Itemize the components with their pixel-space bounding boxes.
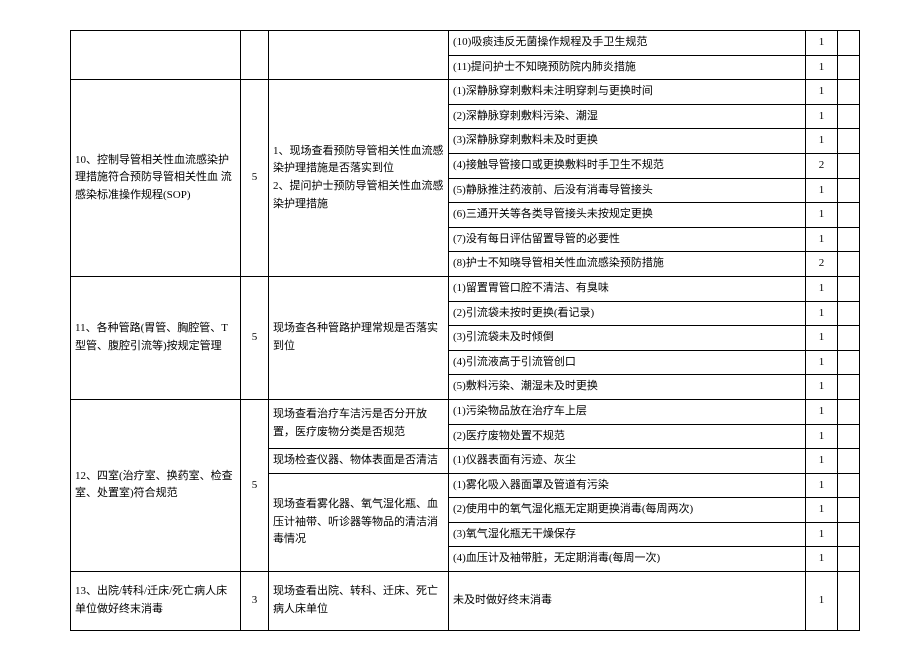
detail-cell: (2)使用中的氧气湿化瓶无定期更换消毒(每周两次) — [449, 498, 806, 523]
detail-cell: (5)静脉推注药液前、后没有消毒导管接头 — [449, 178, 806, 203]
blank-cell — [838, 55, 860, 80]
pts-cell: 1 — [806, 572, 838, 631]
method-cell: 现场查看出院、转科、迁床、死亡病人床单位 — [269, 572, 449, 631]
detail-cell: (4)接触导管接口或更换敷料时手卫生不规范 — [449, 153, 806, 178]
blank-cell — [838, 203, 860, 228]
blank-cell — [838, 129, 860, 154]
score-cell — [241, 31, 269, 80]
pts-cell: 1 — [806, 301, 838, 326]
blank-cell — [838, 276, 860, 301]
pts-cell: 1 — [806, 55, 838, 80]
detail-cell: (1)雾化吸入器面罩及管道有污染 — [449, 473, 806, 498]
blank-cell — [838, 498, 860, 523]
pts-cell: 1 — [806, 203, 838, 228]
item-cell: 10、控制导管相关性血流感染护 理措施符合预防导管相关性血 流感染标准操作规程(… — [71, 80, 241, 277]
method-cell: 现场检查仪器、物体表面是否清洁 — [269, 449, 449, 474]
detail-cell: (10)吸痰违反无菌操作规程及手卫生规范 — [449, 31, 806, 56]
detail-cell: 未及时做好终末消毒 — [449, 572, 806, 631]
pts-cell: 2 — [806, 252, 838, 277]
blank-cell — [838, 326, 860, 351]
blank-cell — [838, 31, 860, 56]
detail-cell: (3)深静脉穿刺敷料未及时更换 — [449, 129, 806, 154]
score-cell: 5 — [241, 399, 269, 571]
blank-cell — [838, 350, 860, 375]
pts-cell: 1 — [806, 227, 838, 252]
item-cell: 11、各种管路(胃管、胸腔管、T型管、腹腔引流等)按规定管理 — [71, 276, 241, 399]
pts-cell: 1 — [806, 399, 838, 424]
blank-cell — [838, 424, 860, 449]
detail-cell: (11)提问护士不知晓预防院内肺炎措施 — [449, 55, 806, 80]
pts-cell: 1 — [806, 522, 838, 547]
pts-cell: 1 — [806, 375, 838, 400]
score-cell: 5 — [241, 80, 269, 277]
pts-cell: 1 — [806, 80, 838, 105]
score-cell: 3 — [241, 572, 269, 631]
detail-cell: (7)没有每日评估留置导管的必要性 — [449, 227, 806, 252]
detail-cell: (3)氧气湿化瓶无干燥保存 — [449, 522, 806, 547]
pts-cell: 1 — [806, 104, 838, 129]
evaluation-table: (10)吸痰违反无菌操作规程及手卫生规范1(11)提问护士不知晓预防院内肺炎措施… — [70, 30, 860, 631]
method-cell — [269, 31, 449, 80]
blank-cell — [838, 399, 860, 424]
method-cell: 现场查看治疗车洁污是否分开放置，医疗废物分类是否规范 — [269, 399, 449, 448]
pts-cell: 1 — [806, 473, 838, 498]
pts-cell: 1 — [806, 449, 838, 474]
blank-cell — [838, 104, 860, 129]
blank-cell — [838, 522, 860, 547]
detail-cell: (3)引流袋未及时倾倒 — [449, 326, 806, 351]
pts-cell: 1 — [806, 547, 838, 572]
detail-cell: (1)污染物品放在治疗车上层 — [449, 399, 806, 424]
blank-cell — [838, 547, 860, 572]
blank-cell — [838, 375, 860, 400]
detail-cell: (4)引流液高于引流管创口 — [449, 350, 806, 375]
blank-cell — [838, 572, 860, 631]
pts-cell: 1 — [806, 326, 838, 351]
pts-cell: 1 — [806, 31, 838, 56]
blank-cell — [838, 473, 860, 498]
detail-cell: (1)留置胃管口腔不清洁、有臭味 — [449, 276, 806, 301]
pts-cell: 1 — [806, 276, 838, 301]
detail-cell: (2)深静脉穿刺敷料污染、潮湿 — [449, 104, 806, 129]
detail-cell: (5)敷料污染、潮湿未及时更换 — [449, 375, 806, 400]
blank-cell — [838, 301, 860, 326]
pts-cell: 1 — [806, 424, 838, 449]
detail-cell: (2)医疗废物处置不规范 — [449, 424, 806, 449]
detail-cell: (2)引流袋未按时更换(看记录) — [449, 301, 806, 326]
blank-cell — [838, 227, 860, 252]
method-cell: 1、现场查看预防导管相关性血流感染护理措施是否落实到位 2、提问护士预防导管相关… — [269, 80, 449, 277]
detail-cell: (6)三通开关等各类导管接头未按规定更换 — [449, 203, 806, 228]
score-cell: 5 — [241, 276, 269, 399]
blank-cell — [838, 153, 860, 178]
pts-cell: 1 — [806, 178, 838, 203]
detail-cell: (8)护士不知晓导管相关性血流感染预防措施 — [449, 252, 806, 277]
detail-cell: (1)仪器表面有污迹、灰尘 — [449, 449, 806, 474]
detail-cell: (1)深静脉穿刺敷料未注明穿刺与更换时间 — [449, 80, 806, 105]
item-cell: 13、出院/转科/迁床/死亡病人床单位做好终末消毒 — [71, 572, 241, 631]
pts-cell: 1 — [806, 498, 838, 523]
method-cell: 现场查看雾化器、氧气湿化瓶、血压计袖带、听诊器等物品的清洁消毒情况 — [269, 473, 449, 571]
pts-cell: 1 — [806, 129, 838, 154]
method-cell: 现场查各种管路护理常规是否落实到位 — [269, 276, 449, 399]
item-cell — [71, 31, 241, 80]
blank-cell — [838, 449, 860, 474]
item-cell: 12、四室(治疗室、换药室、检查室、处置室)符合规范 — [71, 399, 241, 571]
blank-cell — [838, 80, 860, 105]
blank-cell — [838, 252, 860, 277]
pts-cell: 1 — [806, 350, 838, 375]
detail-cell: (4)血压计及袖带脏，无定期消毒(每周一次) — [449, 547, 806, 572]
pts-cell: 2 — [806, 153, 838, 178]
blank-cell — [838, 178, 860, 203]
